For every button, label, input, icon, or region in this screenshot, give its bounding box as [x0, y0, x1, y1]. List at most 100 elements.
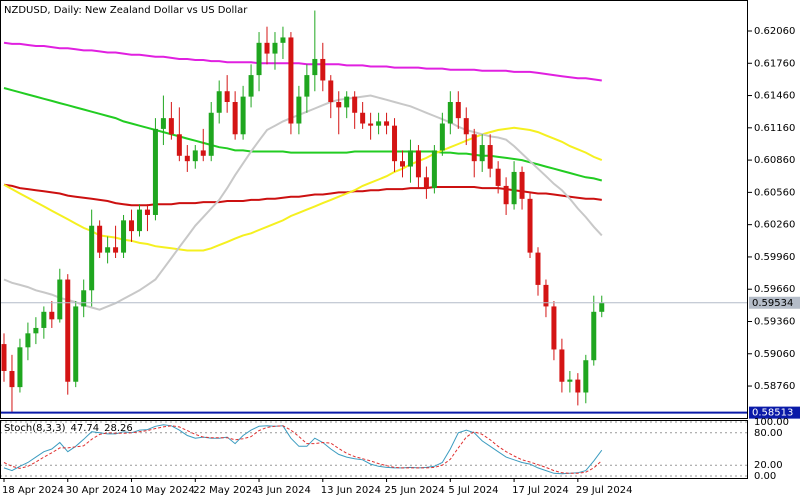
- candle-body: [288, 37, 294, 124]
- y-tick-label: 0.00: [754, 471, 776, 482]
- x-tick-label: 25 Jun 2024: [385, 485, 445, 496]
- stoch-line: [3, 425, 603, 474]
- candle-body: [511, 171, 517, 205]
- candle-body: [184, 155, 190, 162]
- stoch-title: Stoch(8,3,3): [4, 423, 66, 434]
- candle-body: [535, 252, 541, 285]
- moving-average: [3, 183, 602, 207]
- candle-body: [423, 177, 429, 189]
- candle-body: [105, 247, 111, 253]
- candle-body: [304, 75, 310, 97]
- price-panel: [0, 10, 752, 414]
- y-tick-label: 0.61460: [754, 91, 795, 102]
- level-box: [749, 406, 800, 419]
- candle-body: [551, 306, 557, 350]
- chart-title: NZDUSD, Daily: New Zealand Dollar vs US …: [4, 5, 248, 16]
- candle-body: [503, 185, 509, 205]
- candle-body: [176, 134, 182, 156]
- candle-body: [168, 118, 174, 135]
- candle-body: [240, 96, 246, 135]
- candle-body: [519, 171, 525, 199]
- candle-body: [415, 150, 421, 178]
- candle-body: [471, 134, 477, 162]
- candle-body: [160, 118, 166, 129]
- candle-body: [41, 311, 47, 328]
- candle-body: [447, 101, 453, 124]
- candle-body: [272, 42, 278, 54]
- candle-body: [431, 150, 437, 189]
- candle-body: [9, 370, 15, 388]
- candle-body: [152, 128, 158, 215]
- candle-body: [113, 247, 119, 253]
- candle-body: [192, 150, 198, 162]
- candle-body: [583, 360, 589, 393]
- x-tick-label: 5 Jul 2024: [448, 485, 498, 496]
- moving-average: [3, 87, 603, 182]
- candle-body: [384, 121, 390, 126]
- candle-body: [224, 91, 230, 102]
- candle-body: [455, 101, 461, 119]
- stoch-value: 47.74: [70, 423, 99, 434]
- candle-body: [25, 333, 31, 348]
- x-tick-label: 22 May 2024: [193, 485, 258, 496]
- candle-body: [599, 302, 605, 312]
- candle-body: [320, 58, 326, 81]
- candle-body: [89, 225, 95, 291]
- candle-body: [376, 121, 382, 126]
- last-price-box: [749, 296, 800, 309]
- candle-body: [439, 123, 445, 151]
- candle-body: [296, 96, 302, 124]
- y-tick-label: 0.59660: [754, 284, 795, 295]
- candle-body: [591, 311, 597, 361]
- candle-body: [200, 150, 206, 156]
- candle-body: [136, 209, 142, 232]
- stoch-line: [3, 424, 603, 475]
- candle-body: [121, 220, 127, 253]
- x-tick-label: 18 Apr 2024: [2, 485, 64, 496]
- candle-body: [336, 101, 342, 108]
- stoch-value: 28.26: [104, 423, 133, 434]
- moving-average: [3, 94, 603, 311]
- candle-body: [73, 306, 79, 382]
- y-tick-label: 0.61160: [754, 123, 795, 134]
- y-tick-label: 100.00: [754, 417, 789, 428]
- y-tick-label: 0.59360: [754, 316, 795, 327]
- y-tick-label: 0.61760: [754, 58, 795, 69]
- y-tick-label: 0.60860: [754, 155, 795, 166]
- candle-body: [144, 209, 150, 215]
- candle-body: [208, 112, 214, 156]
- moving-average: [3, 41, 602, 82]
- x-tick-label: 13 Jun 2024: [321, 485, 381, 496]
- candle-body: [527, 198, 533, 253]
- candle-body: [232, 101, 238, 135]
- candle-body: [1, 344, 7, 371]
- x-tick-label: 30 Apr 2024: [66, 485, 128, 496]
- candle-body: [463, 118, 469, 135]
- candle-body: [216, 91, 222, 113]
- candle-body: [487, 145, 493, 169]
- candle-body: [312, 58, 318, 76]
- stoch-frame: [0, 420, 748, 479]
- stochastic-panel: [0, 421, 748, 477]
- y-tick-label: 80.00: [754, 428, 783, 439]
- candle-body: [17, 347, 23, 388]
- y-tick-label: 0.60260: [754, 220, 795, 231]
- candle-body: [248, 75, 254, 97]
- y-tick-label: 0.60560: [754, 187, 795, 198]
- moving-average: [3, 126, 603, 252]
- candle-body: [65, 279, 71, 382]
- candle-body: [57, 279, 63, 320]
- candle-body: [495, 168, 501, 186]
- candle-body: [81, 290, 87, 307]
- candle-body: [400, 161, 405, 167]
- level-label: 0.58513: [752, 408, 793, 419]
- x-tick-label: 17 Jul 2024: [512, 485, 569, 496]
- candle-body: [392, 125, 398, 162]
- y-tick-label: 0.59060: [754, 349, 795, 360]
- candle-body: [264, 42, 270, 54]
- price-frame: [0, 0, 748, 419]
- candle-body: [280, 37, 286, 43]
- candle-body: [575, 379, 581, 393]
